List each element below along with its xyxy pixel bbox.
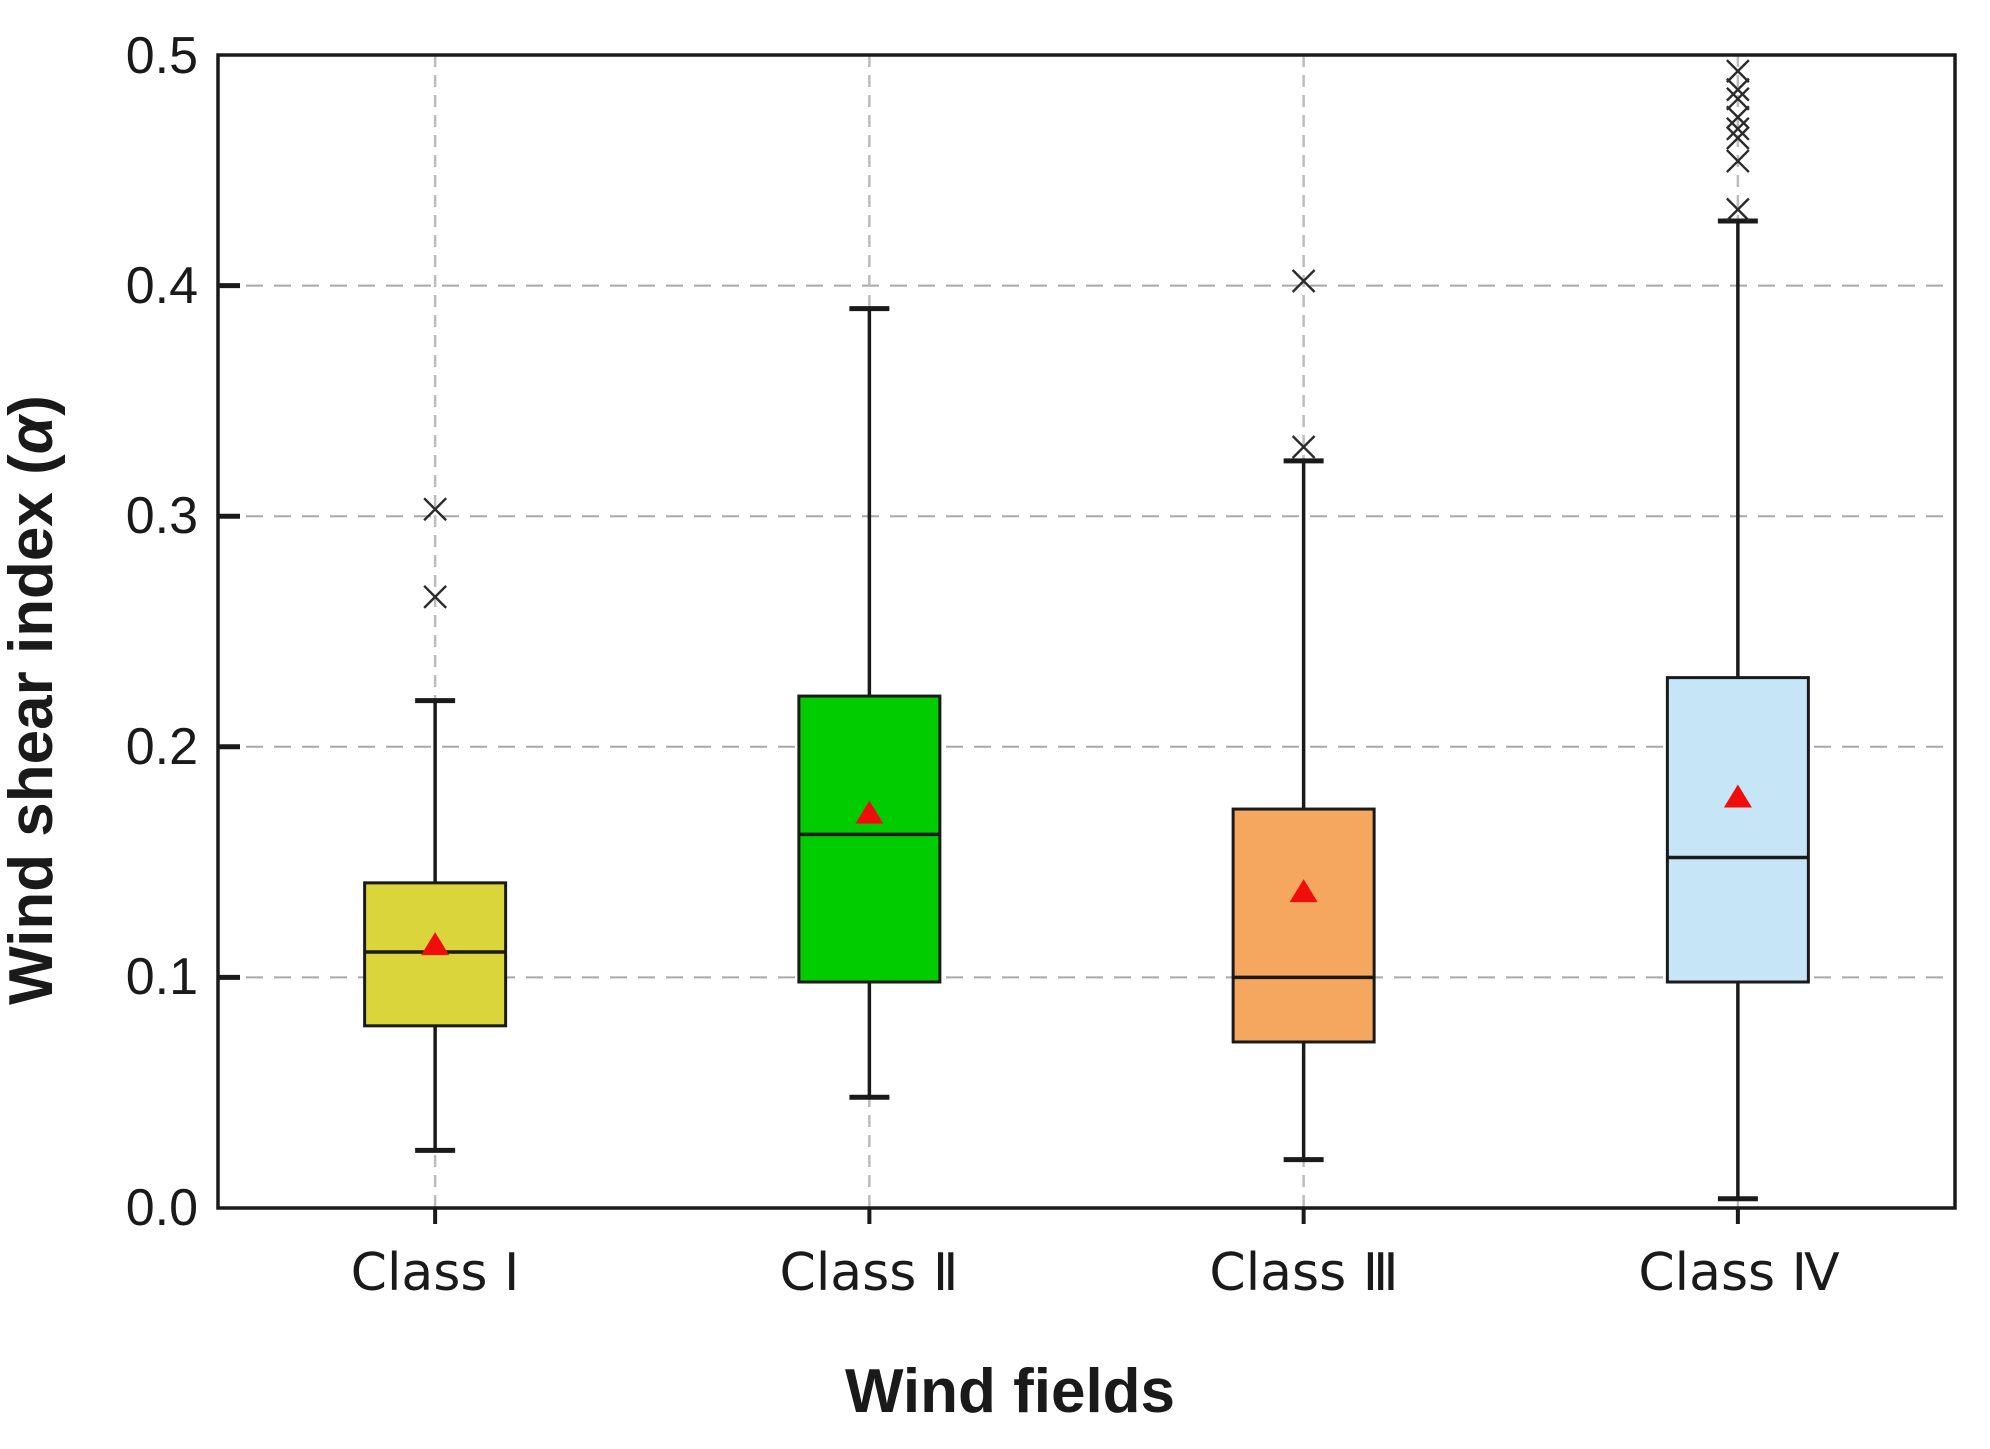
outlier-x-stroke [1726, 86, 1750, 111]
plot-frame [216, 53, 1957, 1210]
outlier-x-stroke [1726, 77, 1750, 102]
outlier-x-stroke [1726, 197, 1750, 222]
gridline-layer [218, 55, 1955, 1208]
y-tick-label-0.1: 0.1 [126, 948, 198, 1006]
y-tick-label-0.2: 0.2 [126, 718, 198, 776]
iqr-box [1665, 676, 1810, 984]
outlier-x-stroke [1291, 435, 1316, 459]
outlier-x-icon [1726, 77, 1750, 102]
x-category-label-class-4: Class Ⅳ [1638, 1243, 1839, 1303]
y-axis-title-suffix: ) [0, 395, 66, 416]
outlier-x-icon [423, 585, 447, 609]
tick-layer [218, 283, 1740, 1224]
y-axis-title-prefix: Wind shear index ( [0, 454, 66, 1005]
outlier-x-icon [1291, 269, 1316, 293]
outlier-x-icon [1726, 86, 1750, 111]
outlier-x-icon [1726, 116, 1750, 141]
outlier-x-icon [1726, 126, 1750, 150]
mean-triangle-icon [421, 932, 450, 956]
outlier-x-icon [1291, 435, 1316, 459]
y-tick-label-0.0: 0.0 [126, 1179, 198, 1237]
outlier-x-stroke [1726, 149, 1750, 173]
outlier-x-stroke [1291, 269, 1316, 293]
outlier-x-stroke [423, 585, 447, 609]
outlier-x-icon [423, 497, 447, 522]
boxplot-4 [1665, 59, 1810, 1202]
x-axis-title: Wind fields [845, 1357, 1175, 1426]
iqr-box [797, 694, 942, 984]
outlier-x-stroke [423, 497, 447, 522]
mean-triangle-icon [855, 800, 884, 824]
y-tick-label-0.4: 0.4 [126, 257, 198, 315]
mean-triangle-icon [1723, 784, 1752, 808]
outlier-x-icon [1726, 59, 1750, 83]
outlier-x-stroke [1726, 126, 1750, 150]
boxplot-3 [1231, 269, 1376, 1163]
outlier-x-stroke [1726, 116, 1750, 141]
y-axis-title: Wind shear index (α) [0, 395, 66, 1005]
outlier-x-icon [1726, 197, 1750, 222]
y-tick-label-0.3: 0.3 [126, 487, 198, 545]
x-category-label-class-2: Class Ⅱ [780, 1243, 959, 1303]
alpha-symbol: α [0, 413, 66, 454]
iqr-box [1231, 807, 1376, 1044]
y-tick-label-0.5: 0.5 [126, 27, 198, 85]
x-category-label-class-1: Class Ⅰ [351, 1243, 520, 1303]
boxplot-2 [797, 306, 942, 1100]
boxplot-data-layer [363, 59, 1810, 1202]
outlier-x-stroke [1726, 105, 1750, 130]
x-category-label-class-3: Class Ⅲ [1209, 1243, 1398, 1303]
outlier-x-icon [1726, 149, 1750, 173]
mean-triangle-icon [1289, 879, 1318, 903]
boxplot-1 [363, 497, 508, 1153]
outlier-x-icon [1726, 105, 1750, 130]
outlier-x-stroke [1726, 59, 1750, 83]
